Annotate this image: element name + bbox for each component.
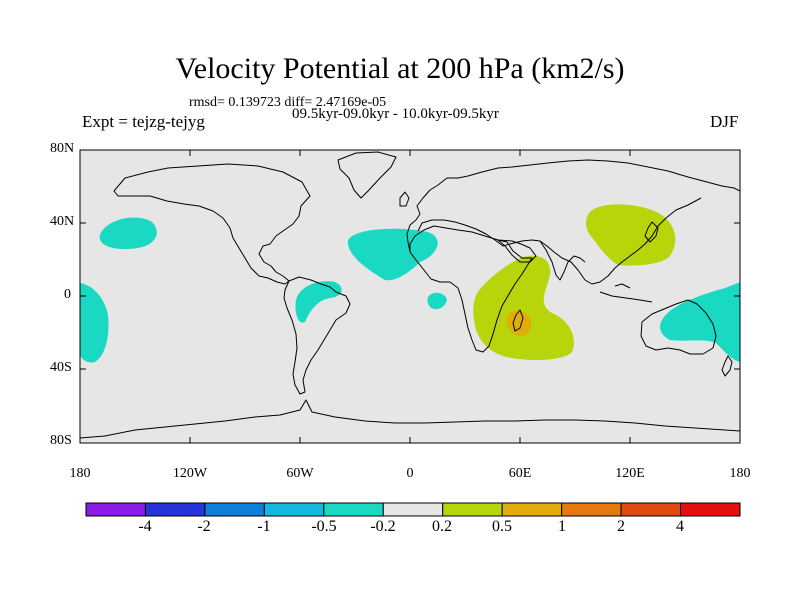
colorbar-segment <box>382 502 444 517</box>
coast-australia <box>640 299 717 355</box>
colorbar-segment <box>263 502 325 517</box>
colorbar-segment <box>144 502 206 517</box>
colorbar-label-9: 2 <box>617 518 625 535</box>
coast-arabia <box>497 239 537 263</box>
strong-positive-patch-madagascar <box>506 310 532 336</box>
colorbar-segment <box>561 502 622 517</box>
colorbar-segment <box>442 502 503 517</box>
lon-label-0: 0 <box>406 466 414 481</box>
lat-label-40s: 40S <box>50 360 72 375</box>
colorbar-segment <box>85 502 146 517</box>
colorbar-segment <box>501 502 563 517</box>
lon-label-60e: 60E <box>508 466 532 481</box>
negative-patch-gulf-of-guinea <box>427 292 447 310</box>
experiment-label: Expt = tejzg-tejyg <box>82 112 205 131</box>
lat-label-80n: 80N <box>50 141 75 156</box>
colorbar <box>85 502 741 517</box>
colorbar-segment <box>620 502 682 517</box>
colorbar-label-2: -2 <box>197 518 211 535</box>
axis-ticks <box>80 149 740 444</box>
colorbar-label-7: 0.5 <box>492 518 512 535</box>
colorbar-label-1: -4 <box>138 518 152 535</box>
negative-patch-atlantic <box>347 228 438 281</box>
coast-greenland <box>337 151 397 199</box>
negative-patch-amazon <box>295 281 342 323</box>
colorbar-label-8: 1 <box>558 518 566 535</box>
negative-patch-australia <box>660 282 740 362</box>
coast-new-zealand <box>721 355 733 377</box>
lon-label-120e: 120E <box>615 466 645 481</box>
lat-label-eq: 0 <box>64 287 71 302</box>
stats-line: rmsd= 0.139723 diff= 2.47169e-05 <box>189 95 387 110</box>
colorbar-label-4: -0.5 <box>311 518 337 535</box>
coast-north-america <box>113 163 311 285</box>
lat-label-80s: 80S <box>50 433 72 448</box>
positive-patch-east-asia <box>585 204 676 266</box>
colorbar-label-10: 4 <box>676 518 684 535</box>
coast-africa <box>409 225 533 353</box>
positive-patch-indian-ocean <box>473 255 574 360</box>
contour-fills <box>80 204 740 363</box>
negative-patch-west-edge <box>80 283 109 363</box>
coast-japan <box>644 221 659 243</box>
coast-south-america <box>283 276 351 395</box>
coast-india <box>539 240 586 281</box>
colorbar-segment <box>204 502 265 517</box>
colorbar-label-5: -0.2 <box>370 518 396 535</box>
lon-label-120w: 120W <box>172 466 208 481</box>
map-background <box>80 150 740 443</box>
colorbar-label-3: -1 <box>257 518 271 535</box>
lon-label-180w: 180 <box>69 466 91 481</box>
lat-label-40n: 40N <box>50 214 75 229</box>
period-line: 09.5kyr-09.0kyr - 10.0kyr-09.5kyr <box>292 106 499 122</box>
chart-title: Velocity Potential at 200 hPa (km2/s) <box>175 52 625 85</box>
lon-label-180e: 180 <box>729 466 751 481</box>
colorbar-segment <box>323 502 384 517</box>
colorbar-label-6: 0.2 <box>432 518 452 535</box>
negative-patch-pacific-north <box>99 217 157 250</box>
coastlines <box>80 151 740 439</box>
coast-antarctica <box>80 399 740 439</box>
colorbar-segment <box>680 502 741 517</box>
coast-madagascar <box>512 309 524 332</box>
lon-label-60w: 60W <box>286 466 314 481</box>
coast-indonesia <box>599 283 653 303</box>
season-label: DJF <box>710 112 739 131</box>
coast-british-isles <box>399 191 410 207</box>
